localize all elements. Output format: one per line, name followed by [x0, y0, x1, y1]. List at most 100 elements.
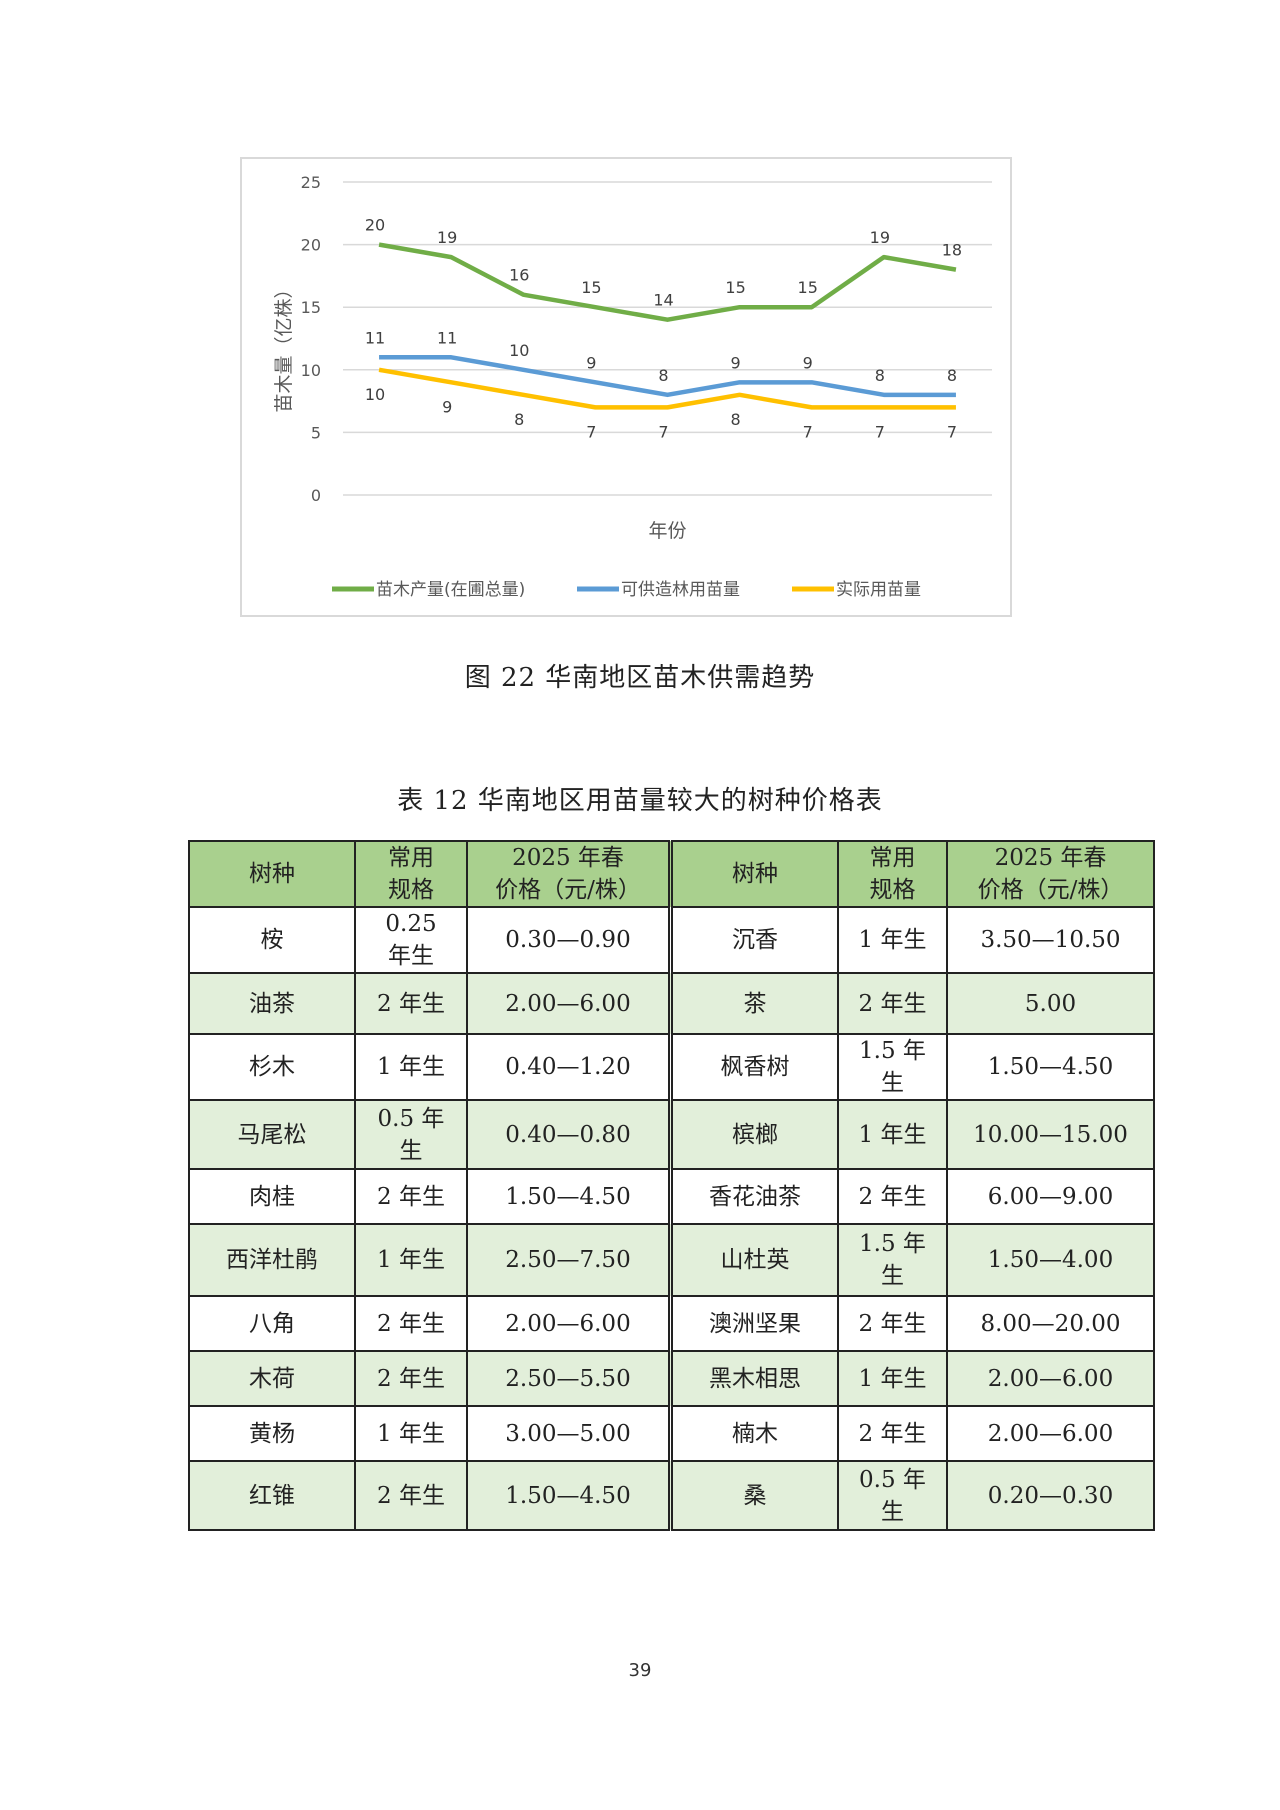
- table-row: 肉桂 2 年生 1.50—4.50 香花油茶 2 年生 6.00—9.00: [188, 1168, 1155, 1225]
- legend-label: 可供造林用苗量: [621, 580, 740, 600]
- series-line: [379, 355, 956, 398]
- data-label: 19: [870, 228, 890, 247]
- table-cell: 1 年生: [354, 1405, 468, 1462]
- table-cell: 0.20—0.30: [946, 1460, 1155, 1531]
- x-axis-label: 年份: [648, 520, 686, 542]
- table-cell: 1.50—4.50: [946, 1033, 1155, 1101]
- table-cell: 澳洲坚果: [669, 1295, 839, 1352]
- table-cell: 树种: [669, 840, 839, 908]
- data-label: 8: [731, 410, 741, 429]
- table-cell: 西洋杜鹃: [188, 1223, 356, 1297]
- table-row: 八角 2 年生 2.00—6.00 澳洲坚果 2 年生 8.00—20.00: [188, 1295, 1155, 1352]
- data-label: 9: [442, 397, 452, 416]
- table-row: 油茶 2 年生 2.00—6.00 茶 2 年生 5.00: [188, 972, 1155, 1035]
- data-label: 9: [803, 353, 813, 372]
- table-row: 黄杨 1 年生 3.00—5.00 楠木 2 年生 2.00—6.00: [188, 1405, 1155, 1462]
- table-cell: 肉桂: [188, 1168, 356, 1225]
- table-cell: 马尾松: [188, 1099, 356, 1170]
- table-cell: 2 年生: [837, 1295, 948, 1352]
- table-cell: 2 年生: [354, 972, 468, 1035]
- table-cell: 2 年生: [354, 1350, 468, 1407]
- table-cell: 槟榔: [669, 1099, 839, 1170]
- table-row: 马尾松 0.5 年生 0.40—0.80 槟榔 1 年生 10.00—15.00: [188, 1099, 1155, 1170]
- table-cell: 红锥: [188, 1460, 356, 1531]
- table-cell: 1 年生: [837, 1099, 948, 1170]
- data-label: 16: [509, 266, 529, 285]
- table-cell: 1.50—4.50: [466, 1168, 673, 1225]
- table-cell: 10.00—15.00: [946, 1099, 1155, 1170]
- y-tick-label: 25: [301, 173, 321, 192]
- data-label: 7: [658, 422, 668, 441]
- table-cell: 0.30—0.90: [466, 906, 673, 974]
- table-cell: 1 年生: [837, 1350, 948, 1407]
- data-label: 8: [875, 366, 885, 385]
- table-cell: 1 年生: [354, 1223, 468, 1297]
- table-cell: 6.00—9.00: [946, 1168, 1155, 1225]
- data-label: 7: [586, 422, 596, 441]
- data-label: 8: [947, 366, 957, 385]
- table-cell: 2.50—7.50: [466, 1223, 673, 1297]
- table-cell: 2.00—6.00: [466, 1295, 673, 1352]
- series-line: [378, 367, 956, 410]
- data-label: 15: [798, 278, 818, 297]
- table-cell: 杉木: [188, 1033, 356, 1101]
- table-cell: 黄杨: [188, 1405, 356, 1462]
- table-cell: 0.5 年生: [837, 1460, 948, 1531]
- data-label: 9: [731, 353, 741, 372]
- table-cell: 1.50—4.50: [466, 1460, 673, 1531]
- figure-caption: 图 22 华南地区苗木供需趋势: [464, 663, 816, 693]
- table-cell: 常用 规格: [837, 840, 948, 908]
- table-cell: 3.50—10.50: [946, 906, 1155, 974]
- data-label: 8: [514, 410, 524, 429]
- y-tick-label: 0: [311, 486, 321, 505]
- data-label: 8: [658, 366, 668, 385]
- table-cell: 楠木: [669, 1405, 839, 1462]
- table-cell: 2.00—6.00: [466, 972, 673, 1035]
- y-tick-label: 10: [301, 361, 321, 380]
- table-cell: 3.00—5.00: [466, 1405, 673, 1462]
- table-cell: 2 年生: [837, 1168, 948, 1225]
- table-header-row: 树种 常用 规格 2025 年春 价格（元/株） 树种 常用 规格 2025 年春 价格（元/株）: [188, 840, 1155, 908]
- data-label: 7: [947, 422, 957, 441]
- chart-svg: 0 5 10 15 20 25 苗木量（亿株） 年份 20 19 16 15 14 15 15 19 18 11 1…: [273, 173, 992, 600]
- table-cell: 0.40—0.80: [466, 1099, 673, 1170]
- data-label: 19: [437, 228, 457, 247]
- line-chart: 0 5 10 15 20 25 苗木量（亿株） 年份 20 19 16 15 14 15 15 19 18 11 1…: [240, 157, 1012, 617]
- table-row: 桉 0.25 年生 0.30—0.90 沉香 1 年生 3.50—10.50: [188, 906, 1155, 974]
- table-cell: 1.5 年生: [837, 1033, 948, 1101]
- table-cell: 常用 规格: [354, 840, 468, 908]
- data-label: 10: [509, 341, 529, 360]
- data-label: 14: [653, 291, 673, 310]
- table-row: 杉木 1 年生 0.40—1.20 枫香树 1.5 年生 1.50—4.50: [188, 1033, 1155, 1101]
- table-cell: 5.00: [946, 972, 1155, 1035]
- page-number: 39: [628, 1660, 652, 1681]
- series-line: [378, 242, 957, 322]
- legend-label: 苗木产量(在圃总量): [376, 580, 525, 600]
- table-cell: 2.50—5.50: [466, 1350, 673, 1407]
- table-cell: 香花油茶: [669, 1168, 839, 1225]
- y-tick-label: 15: [301, 298, 321, 317]
- table-title: 表 12 华南地区用苗量较大的树种价格表: [397, 786, 883, 816]
- data-label: 9: [586, 353, 596, 372]
- table-cell: 0.5 年生: [354, 1099, 468, 1170]
- table-row: 木荷 2 年生 2.50—5.50 黑木相思 1 年生 2.00—6.00: [188, 1350, 1155, 1407]
- data-label: 11: [437, 328, 457, 347]
- table-cell: 八角: [188, 1295, 356, 1352]
- table-cell: 桉: [188, 906, 356, 974]
- table-cell: 2025 年春 价格（元/株）: [946, 840, 1155, 908]
- data-label: 11: [365, 328, 385, 347]
- table-cell: 8.00—20.00: [946, 1295, 1155, 1352]
- table-cell: 2025 年春 价格（元/株）: [466, 840, 673, 908]
- table-cell: 2 年生: [354, 1460, 468, 1531]
- table-cell: 0.40—1.20: [466, 1033, 673, 1101]
- data-label: 18: [942, 241, 962, 260]
- table-cell: 枫香树: [669, 1033, 839, 1101]
- table-cell: 2 年生: [837, 1405, 948, 1462]
- price-table: 树种 常用 规格 2025 年春 价格（元/株） 树种 常用 规格 2025 年春 价格（元/株）…: [188, 840, 1155, 1531]
- data-label: 15: [725, 278, 745, 297]
- data-label: 15: [581, 278, 601, 297]
- table-cell: 2.00—6.00: [946, 1350, 1155, 1407]
- table-cell: 山杜英: [669, 1223, 839, 1297]
- data-label: 10: [365, 385, 385, 404]
- table-cell: 0.25 年生: [354, 906, 468, 974]
